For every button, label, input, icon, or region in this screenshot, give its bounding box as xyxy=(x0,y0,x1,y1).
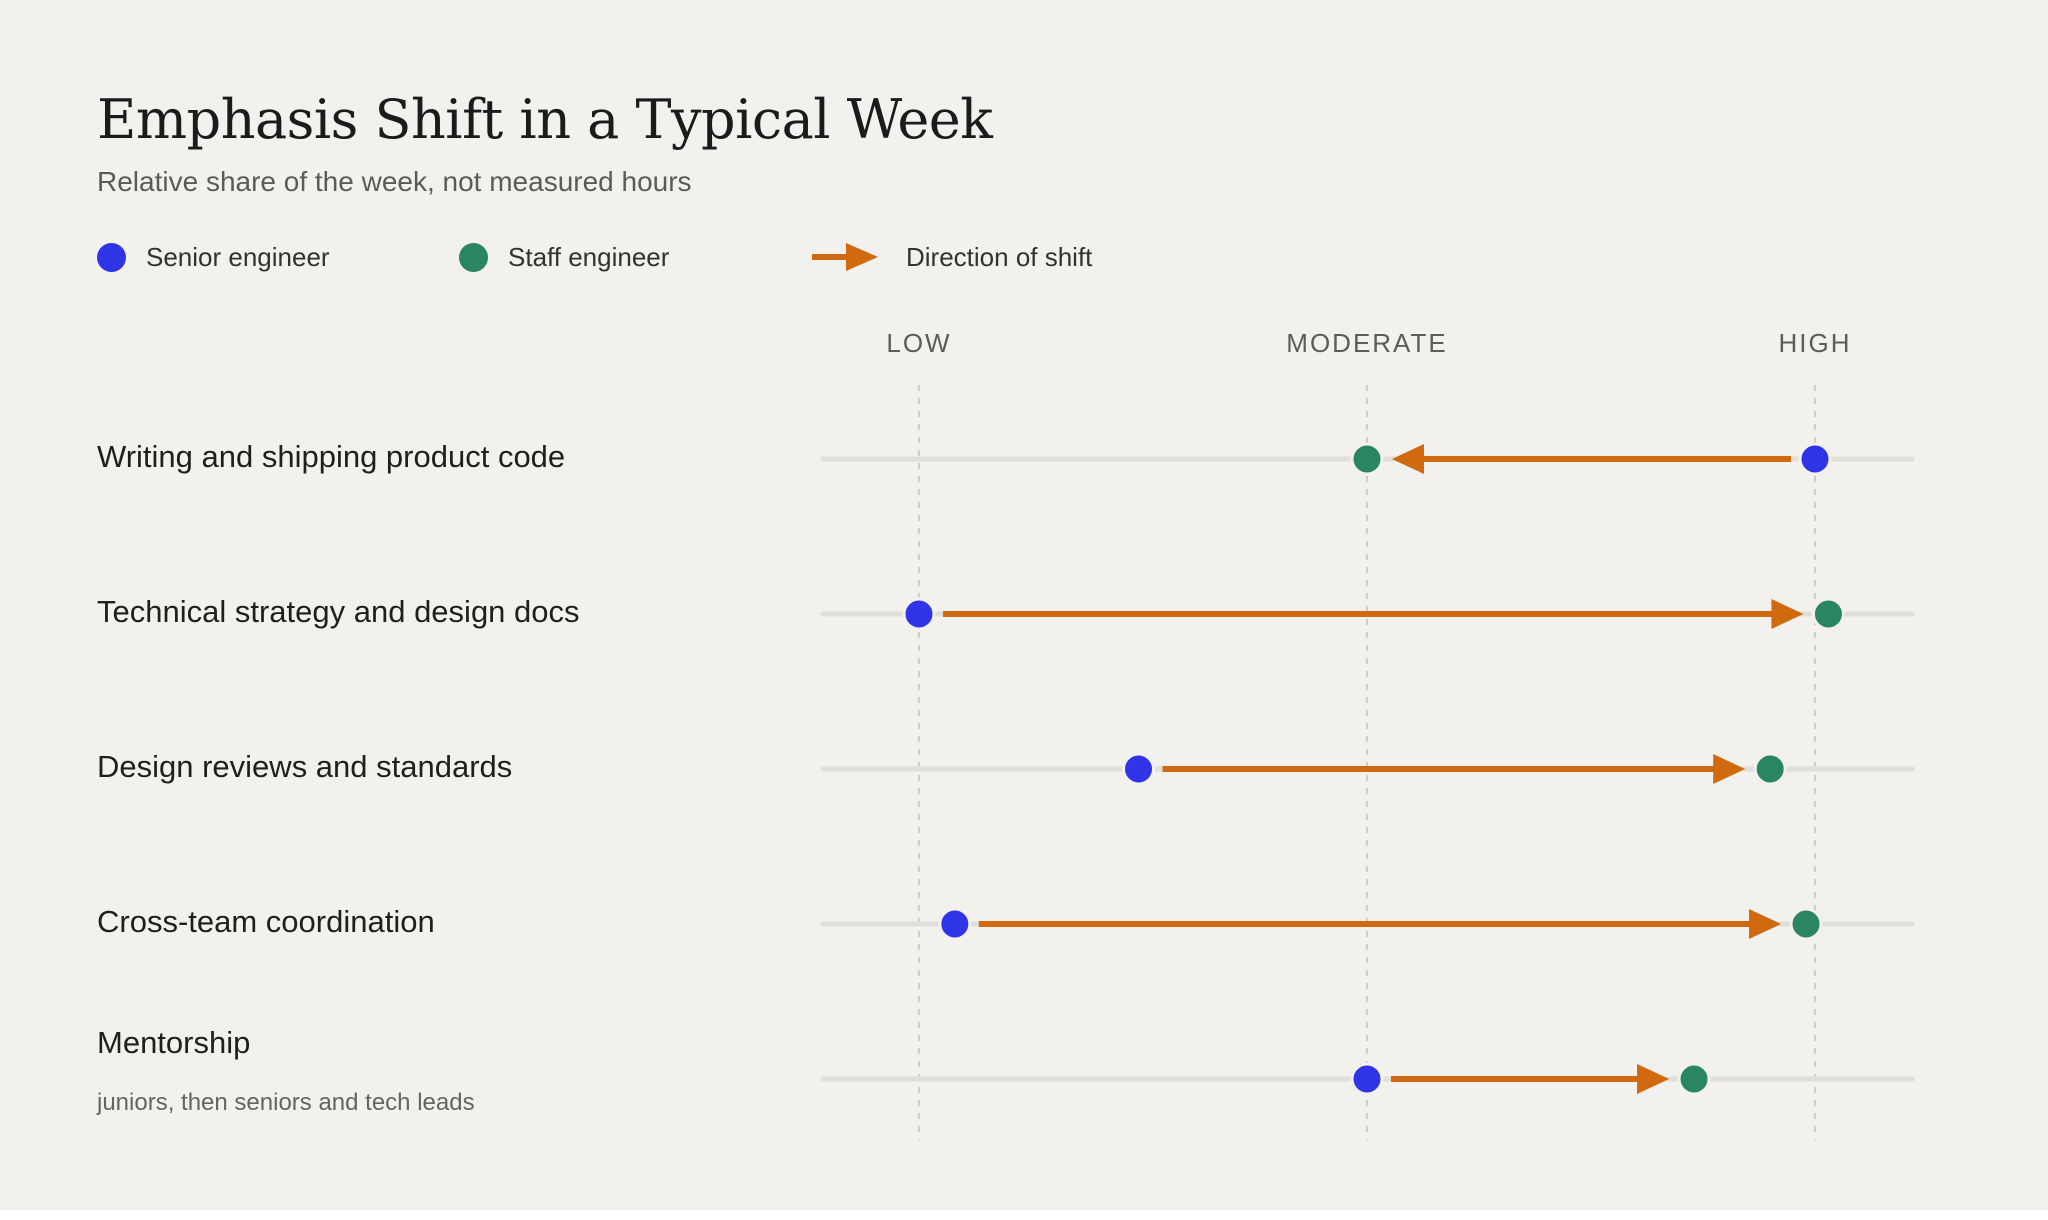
senior-point xyxy=(1350,1062,1384,1096)
legend-senior: Senior engineer xyxy=(97,240,330,274)
staff-dot-icon xyxy=(459,242,488,272)
senior-point xyxy=(1122,752,1156,786)
row-note: juniors, then seniors and tech leads xyxy=(97,1089,475,1116)
legend-shift-label: Direction of shift xyxy=(906,241,1093,272)
shift-arrow-head xyxy=(1392,444,1424,474)
row-label: Design reviews and standards xyxy=(97,749,513,784)
chart-subtitle: Relative share of the week, not measured… xyxy=(97,166,692,197)
row-label: Mentorship xyxy=(97,1025,251,1060)
staff-point xyxy=(1350,442,1384,476)
legend-staff: Staff engineer xyxy=(459,240,669,274)
row-label: Technical strategy and design docs xyxy=(97,594,580,629)
staff-point xyxy=(1789,907,1823,941)
shift-arrow-head xyxy=(1637,1064,1670,1094)
row-label: Writing and shipping product code xyxy=(97,439,566,474)
staff-point xyxy=(1811,597,1845,631)
shift-arrow-head xyxy=(1713,754,1746,784)
x-tick-label: LOW xyxy=(886,328,951,358)
shift-arrow-head xyxy=(1749,909,1782,939)
senior-point xyxy=(1798,442,1832,476)
legend-shift: Direction of shift xyxy=(812,240,1092,274)
senior-dot-icon xyxy=(97,242,126,272)
shift-arrow-head xyxy=(1771,599,1804,629)
x-tick-label: MODERATE xyxy=(1286,328,1447,358)
senior-point xyxy=(938,907,972,941)
senior-point xyxy=(902,597,936,631)
legend-staff-label: Staff engineer xyxy=(508,241,670,272)
legend-senior-label: Senior engineer xyxy=(146,241,330,272)
staff-point xyxy=(1677,1062,1711,1096)
arrow-right-icon xyxy=(812,243,878,271)
x-tick-label: HIGH xyxy=(1779,328,1852,358)
row-label: Cross-team coordination xyxy=(97,904,435,939)
chart-title: Emphasis Shift in a Typical Week xyxy=(97,88,993,151)
staff-point xyxy=(1753,752,1787,786)
